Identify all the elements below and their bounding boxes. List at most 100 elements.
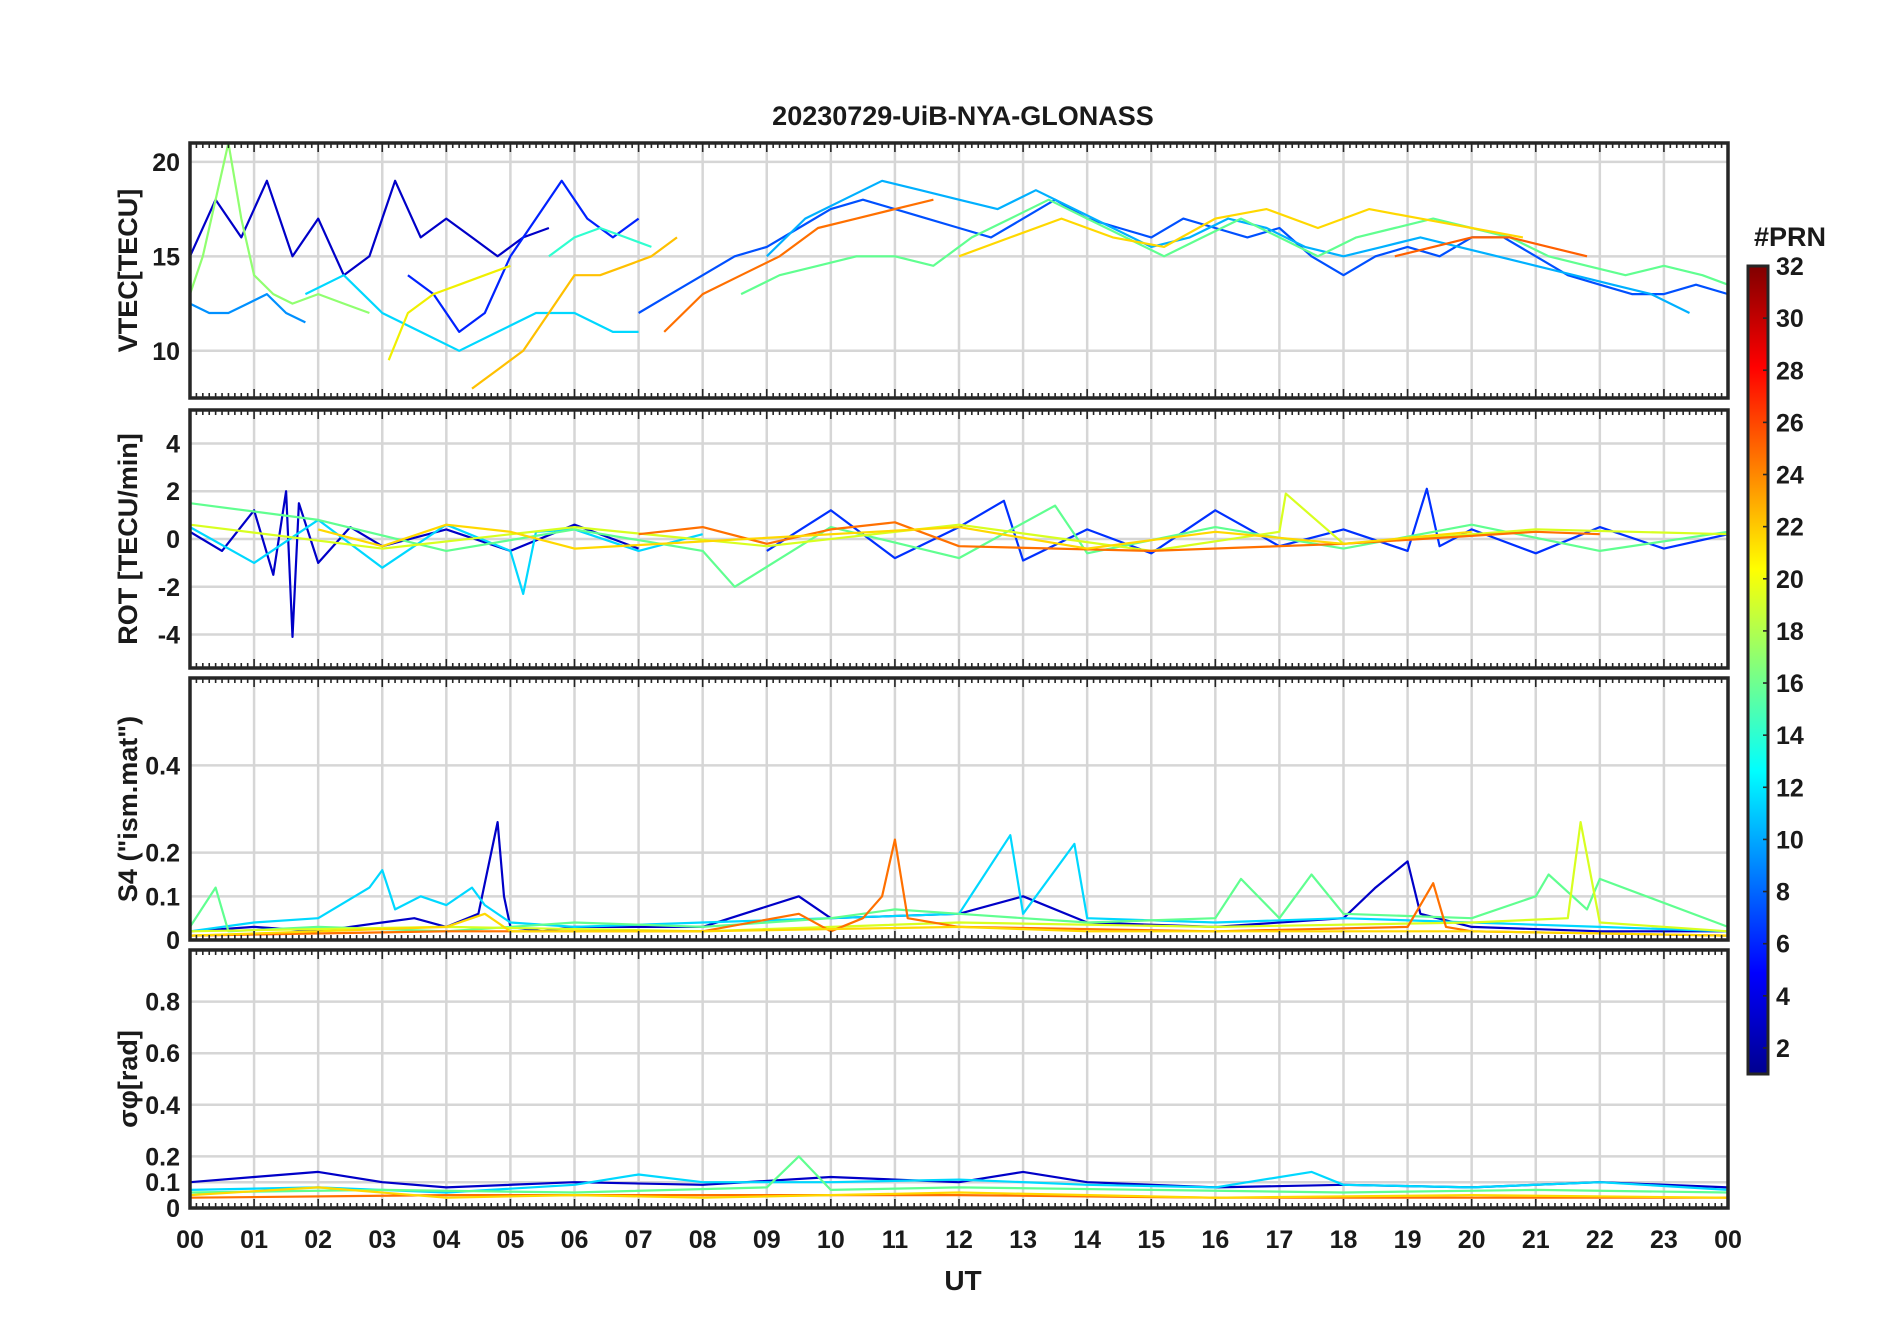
series-line-prn-24 xyxy=(190,838,1728,937)
colorbar-tick-label: 14 xyxy=(1776,722,1804,750)
colorbar-tick-label: 6 xyxy=(1776,931,1790,959)
x-tick-label: 09 xyxy=(753,1226,781,1254)
series-group xyxy=(190,143,1728,390)
x-tick-label: 21 xyxy=(1522,1226,1550,1254)
x-tick-label: 04 xyxy=(432,1226,460,1254)
series-line-prn-16 xyxy=(740,198,1728,296)
y-axis-label: S4 ("ism.mat") xyxy=(113,716,143,902)
x-tick-label: 15 xyxy=(1137,1226,1165,1254)
y-tick-label: 0 xyxy=(166,927,180,955)
y-tick-label: 0.8 xyxy=(145,989,180,1017)
colorbar-tick-label: 30 xyxy=(1776,305,1804,333)
y-tick-label: 10 xyxy=(152,338,180,366)
colorbar-tick-label: 10 xyxy=(1776,826,1804,854)
x-tick-label: 00 xyxy=(1714,1226,1742,1254)
x-tick-label: 05 xyxy=(497,1226,525,1254)
y-tick-label: 0.1 xyxy=(145,1169,180,1197)
colorbar-tick-label: 12 xyxy=(1776,774,1804,802)
x-tick-label: 19 xyxy=(1394,1226,1422,1254)
x-axis: 00 01 02 03 04 05 06 07 08 09 10 11 12 13 14 15 16 17 18 19… xyxy=(176,1226,1742,1254)
series-line-prn-16 xyxy=(190,1155,1728,1194)
series-line-prn-12 xyxy=(190,518,703,596)
y-tick-label: 0.4 xyxy=(145,752,180,780)
x-tick-label: 13 xyxy=(1009,1226,1037,1254)
y-axis-label: VTEC[TECU] xyxy=(113,189,143,353)
y-axis-label: σφ[rad] xyxy=(113,1030,143,1128)
y-tick-label: -2 xyxy=(158,574,180,602)
x-tick-label: 03 xyxy=(368,1226,396,1254)
x-tick-label: 10 xyxy=(817,1226,845,1254)
series-line-prn-20 xyxy=(387,264,511,361)
series-line-prn-21 xyxy=(317,523,1472,550)
y-tick-label: 0.4 xyxy=(145,1092,180,1120)
y-tick-label: 0 xyxy=(166,526,180,554)
colorbar-tick-label: 18 xyxy=(1776,618,1804,646)
x-tick-label: 12 xyxy=(945,1226,973,1254)
series-group xyxy=(190,1155,1728,1199)
series-line-prn-17 xyxy=(190,143,370,315)
x-tick-label: 16 xyxy=(1201,1226,1229,1254)
series-line-prn-3 xyxy=(190,179,550,277)
y-axis-label: ROT [TECU/min] xyxy=(113,433,143,644)
x-tick-label: 06 xyxy=(561,1226,589,1254)
plot-frame xyxy=(188,948,1730,1210)
panel-1: 10 15 20 VTEC[TECU] xyxy=(113,141,1730,400)
y-tick-label: 20 xyxy=(152,149,180,177)
panel-2: -4 -2 0 2 4 ROT [TECU/min] xyxy=(113,408,1730,670)
series-line-prn-21 xyxy=(190,1186,1728,1199)
series-line-prn-25 xyxy=(1394,236,1588,258)
series-group xyxy=(190,820,1728,937)
series-line-prn-11 xyxy=(766,179,1690,314)
series-line-prn-7 xyxy=(638,198,1728,314)
series-line-prn-19 xyxy=(190,820,1728,933)
series-line-prn-22 xyxy=(471,236,678,390)
colorbar-label: #PRN xyxy=(1754,222,1826,252)
series-line-prn-21 xyxy=(958,208,1524,258)
x-tick-label: 20 xyxy=(1458,1226,1486,1254)
x-tick-label: 02 xyxy=(304,1226,332,1254)
series-group xyxy=(190,487,1728,639)
y-tick-label: 0.2 xyxy=(145,1143,180,1171)
y-tick-label: 0.1 xyxy=(145,883,180,911)
colorbar-tick-label: 22 xyxy=(1776,514,1804,542)
panel-4: 00.10.2 0.4 0.6 0.8σφ[rad] xyxy=(113,948,1730,1223)
plot-frame xyxy=(188,676,1730,942)
x-tick-label: 07 xyxy=(625,1226,653,1254)
colorbar-tick-label: 2 xyxy=(1776,1035,1790,1063)
y-tick-label: 2 xyxy=(166,478,180,506)
series-line-prn-12 xyxy=(190,1170,1728,1194)
x-tick-label: 17 xyxy=(1266,1226,1294,1254)
chart-title: 20230729-UiB-NYA-GLONASS xyxy=(772,101,1154,131)
colorbar-tick-label: 32 xyxy=(1776,253,1804,281)
x-tick-label: 23 xyxy=(1650,1226,1678,1254)
x-tick-label: 22 xyxy=(1586,1226,1614,1254)
series-line-prn-9 xyxy=(190,293,306,324)
colorbar-tick-label: 4 xyxy=(1776,983,1790,1011)
panel-3: 0 0.1 0.2 0.4S4 ("ism.mat") xyxy=(113,676,1730,955)
x-tick-label: 00 xyxy=(176,1226,204,1254)
colorbar-tick-label: 16 xyxy=(1776,670,1804,698)
y-tick-label: -4 xyxy=(158,622,180,650)
y-tick-label: 4 xyxy=(166,430,180,458)
series-line-prn-16 xyxy=(190,502,1728,588)
colorbar-scale xyxy=(1746,264,1770,1076)
colorbar-tick-label: 8 xyxy=(1776,879,1790,907)
colorbar-tick-label: 28 xyxy=(1776,357,1804,385)
y-tick-label: 0.6 xyxy=(145,1040,180,1068)
series-line-prn-24 xyxy=(663,198,934,333)
y-tick-label: 15 xyxy=(152,243,180,271)
x-tick-label: 08 xyxy=(689,1226,717,1254)
x-axis-label: UT xyxy=(944,1265,981,1296)
series-line-prn-3 xyxy=(190,820,1728,933)
colorbar-tick-label: 20 xyxy=(1776,566,1804,594)
plot-frame xyxy=(188,408,1730,670)
series-line-prn-14 xyxy=(548,226,652,258)
x-tick-label: 18 xyxy=(1330,1226,1358,1254)
x-tick-label: 01 xyxy=(240,1226,268,1254)
series-line-prn-24 xyxy=(190,1193,1728,1199)
y-tick-label: 0 xyxy=(166,1195,180,1223)
x-tick-label: 14 xyxy=(1073,1226,1101,1254)
